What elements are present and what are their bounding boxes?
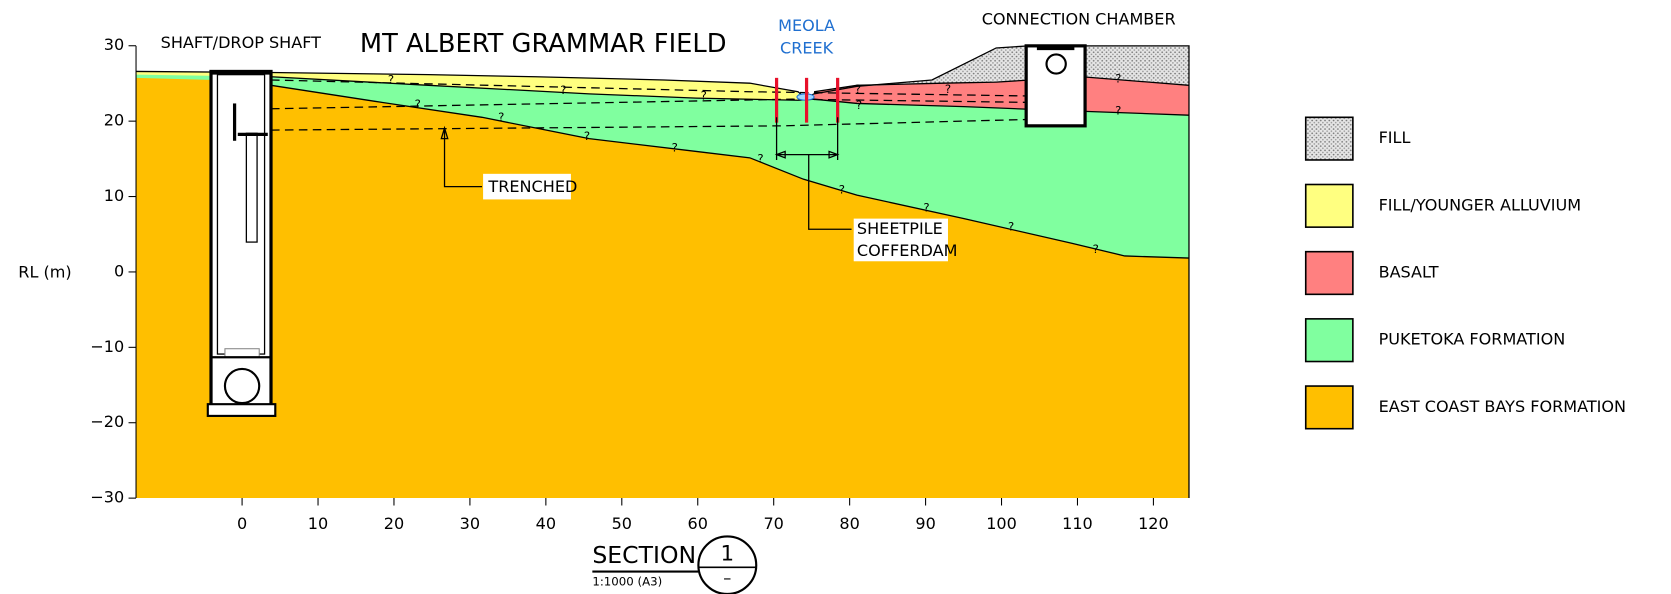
creek-label: CREEK: [780, 39, 834, 58]
boundary-line: [813, 76, 1190, 93]
drop-pipe: [245, 132, 258, 243]
query-mark: ?: [839, 182, 845, 196]
query-mark: ?: [1093, 242, 1099, 256]
chamber-label: CONNECTION CHAMBER: [982, 10, 1176, 29]
alluvium-layer: [136, 71, 799, 101]
x-tick-label: 80: [839, 514, 859, 533]
y-tick-label: −10: [90, 337, 124, 356]
x-tick-label: 40: [536, 514, 556, 533]
section-scale: 1:1000 (A3): [592, 575, 662, 589]
shaft-label: SHAFT/DROP SHAFT: [161, 33, 322, 52]
legend-label: EAST COAST BAYS FORMATION: [1379, 397, 1626, 416]
y-tick-label: −30: [90, 488, 124, 507]
x-tick-label: 90: [915, 514, 935, 533]
legend-label: FILL: [1379, 128, 1411, 147]
query-mark: ?: [560, 83, 566, 97]
dashed-line: [270, 118, 1029, 131]
trenched-label: TRENCHED: [487, 177, 577, 196]
section-number: 1: [721, 542, 735, 567]
query-mark: ?: [855, 82, 861, 96]
y-tick-label: 10: [104, 186, 124, 205]
query-mark: ?: [1115, 103, 1121, 117]
tunnel: [223, 367, 261, 405]
shaft-base: [206, 403, 277, 417]
query-mark: ?: [498, 110, 504, 124]
section-title: SECTION: [592, 541, 696, 569]
legend-swatch: [1304, 250, 1354, 296]
y-tick-label: 30: [104, 35, 124, 54]
query-mark: ?: [945, 82, 951, 96]
query-mark: ?: [1008, 220, 1014, 234]
label-box: [483, 173, 571, 200]
legend-swatch: [1304, 183, 1354, 228]
x-tick-label: 60: [688, 514, 708, 533]
query-mark: ?: [415, 97, 421, 111]
x-tick-label: 50: [612, 514, 632, 533]
section-circle: [697, 535, 758, 594]
dashed-line: [270, 98, 1029, 110]
x-tick-label: 120: [1138, 514, 1169, 533]
x-tick-label: 30: [460, 514, 480, 533]
x-tick-label: 110: [1062, 514, 1093, 533]
y-tick-label: −20: [90, 412, 124, 431]
y-tick-label: 20: [104, 111, 124, 130]
section-sheet: –: [723, 569, 731, 588]
ecb-layer: [136, 77, 1189, 499]
query-mark: ?: [701, 88, 707, 102]
y-axis-label: RL (m): [18, 263, 71, 282]
query-mark: ?: [856, 98, 862, 112]
x-tick-label: 20: [384, 514, 404, 533]
legend-swatch: [1304, 385, 1354, 430]
title: MT ALBERT GRAMMAR FIELD: [360, 29, 727, 59]
x-tick-label: 100: [986, 514, 1017, 533]
trench-leader: [440, 125, 483, 188]
chamber-pipe: [1045, 53, 1067, 75]
y-tick-label: 0: [114, 261, 124, 280]
dashed-line: [270, 79, 1029, 97]
legend-swatch: [1304, 116, 1354, 161]
legend-label: FILL/YOUNGER ALLUVIUM: [1379, 195, 1582, 214]
query-mark: ?: [584, 129, 590, 143]
query-mark: ?: [1115, 71, 1121, 85]
x-tick-label: 10: [308, 514, 328, 533]
legend-label: BASALT: [1379, 263, 1439, 282]
x-tick-label: 70: [763, 514, 783, 533]
label-box: [853, 218, 948, 262]
dimension: [774, 117, 852, 230]
legend-label: PUKETOKA FORMATION: [1379, 330, 1566, 349]
query-mark: ?: [388, 72, 394, 86]
sheetpile-label: COFFERDAM: [857, 241, 958, 260]
creek-label: MEOLA: [778, 16, 835, 35]
query-mark: ?: [757, 151, 763, 165]
legend-swatch: [1304, 318, 1354, 363]
shaft-detail: [224, 348, 260, 358]
query-mark: ?: [672, 141, 678, 155]
boundary-line: [270, 84, 1190, 259]
query-mark: ?: [923, 200, 929, 214]
sheetpile-label: SHEETPILE: [857, 219, 943, 238]
x-tick-label: 0: [237, 514, 247, 533]
